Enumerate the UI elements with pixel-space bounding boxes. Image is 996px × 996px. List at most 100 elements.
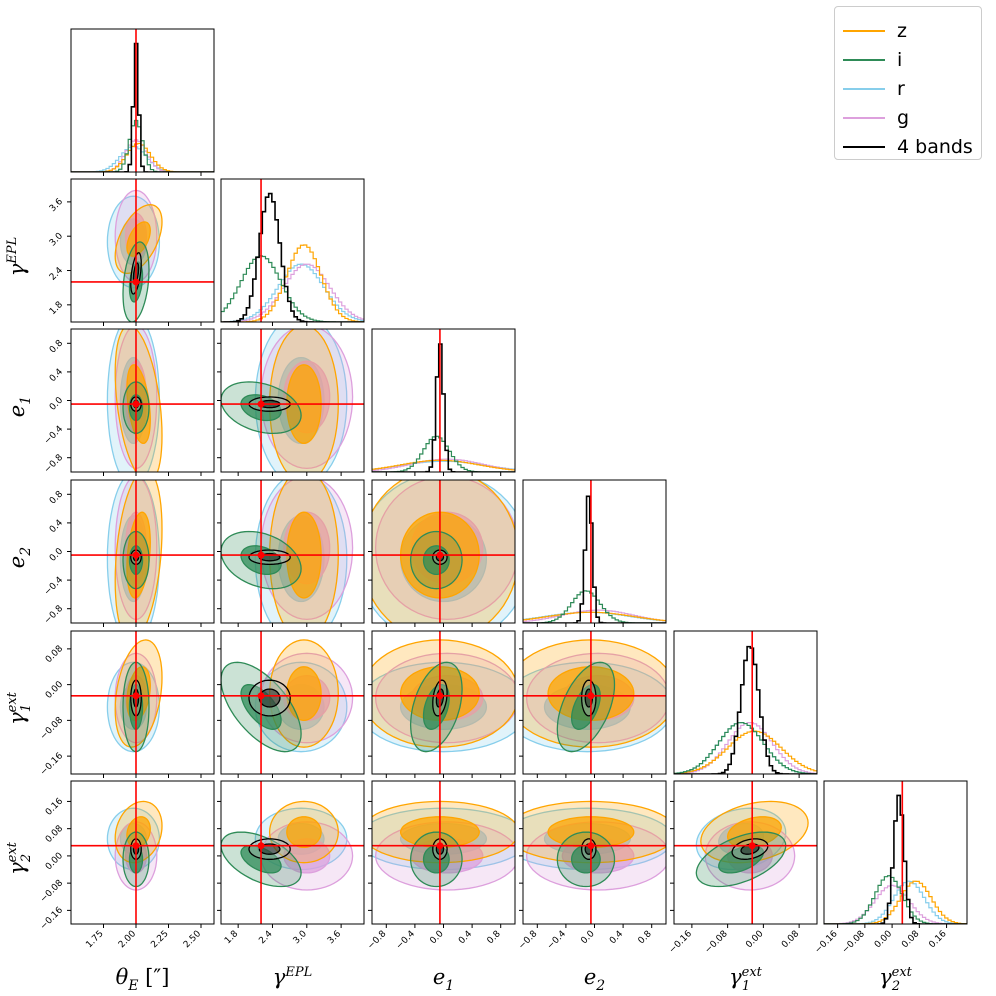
panel-content <box>71 329 214 472</box>
x-tick-label-gamma1ext: 0.08 <box>780 929 801 950</box>
y-tick-label-gammaEPL: 3.6 <box>48 197 65 214</box>
hist-z-e1 <box>372 459 515 472</box>
panel-frame <box>371 328 516 473</box>
contour-4-bands-2sigma <box>248 679 291 717</box>
panel-e2-e1 <box>368 479 516 627</box>
x-tick-label-thetaE: 2.00 <box>117 929 138 950</box>
truth-point <box>587 842 595 850</box>
hist-g-e2 <box>523 609 666 623</box>
x-tick-label-e1: −0.4 <box>394 929 417 952</box>
x-axis-label-gammaEPL: γEPL <box>273 965 312 989</box>
truth-point <box>748 842 756 850</box>
legend-label-g: g <box>897 107 910 129</box>
panel-content <box>221 179 364 322</box>
x-tick-label-e2: 0.8 <box>637 929 654 946</box>
hist-g-e1 <box>372 458 515 472</box>
legend-swatch-g <box>843 117 885 119</box>
x-axis-label-gamma2ext: γext 2 <box>879 965 913 994</box>
y-tick-label-gamma2ext: 0.16 <box>44 796 65 817</box>
hist-i-thetaE <box>71 119 214 172</box>
panel-gamma2ext-thetaE: 1.75 2.00 2.25 2.50 −0.16−0.08 0.00 0.08 0.16 <box>39 780 215 950</box>
x-tick-label-e2: 0.0 <box>579 929 596 946</box>
x-tick-label-gammaEPL: 1.8 <box>223 929 240 946</box>
x-tick-label-gamma1ext: −0.16 <box>667 929 694 956</box>
panel-content <box>674 781 817 924</box>
x-tick-label-gammaEPL: 3.0 <box>292 929 309 946</box>
panel-gamma2ext-gamma1ext: −0.16 −0.08 0.00 0.08 <box>667 780 818 956</box>
y-axis-label-gammaEPL: γEPL <box>5 237 29 276</box>
hist-z-thetaE <box>71 142 214 172</box>
legend-item-r: r <box>843 75 905 103</box>
panel-content <box>71 631 214 774</box>
panel-frame <box>673 780 818 925</box>
truth-point <box>132 842 140 850</box>
y-tick-label-gamma1ext: −0.08 <box>39 715 66 742</box>
truth-point <box>257 400 265 408</box>
hist-4-bands-thetaE <box>71 42 214 172</box>
panel-gamma2ext-gammaEPL: 1.8 2.4 3.0 3.6 <box>217 780 365 946</box>
panel-frame <box>220 630 365 775</box>
panel-gamma1ext-e1 <box>368 630 516 778</box>
panel-content <box>674 631 817 774</box>
panel-e1-thetaE: −0.8 −0.4 0.0 0.4 0.8 <box>43 328 215 476</box>
contour-4-bands-2sigma <box>731 838 769 860</box>
hist-g-gammaEPL <box>221 263 364 322</box>
legend-swatch-r <box>843 88 885 90</box>
y-axis-label-gamma2ext: γext2 <box>5 841 34 875</box>
hist-i-gamma2ext <box>824 875 967 924</box>
x-axis-label-gamma1ext: γext 1 <box>729 965 763 994</box>
y-axis-label-e2: e2 <box>5 547 34 568</box>
x-axis-label-e2: e2 <box>584 965 605 994</box>
truth-point <box>132 400 140 408</box>
y-tick-label-gamma2ext: 0.00 <box>44 851 65 872</box>
panel-content <box>221 631 364 774</box>
panel-e2-thetaE: −0.8 −0.4 0.0 0.4 0.8 <box>43 479 215 627</box>
x-tick-label-gamma2ext: 0.08 <box>900 929 921 950</box>
truth-point <box>436 692 444 700</box>
hist-r-thetaE <box>71 145 214 172</box>
y-tick-label-e2: 0.8 <box>48 489 65 506</box>
y-tick-label-gamma2ext: 0.08 <box>44 824 65 845</box>
x-tick-label-e1: −0.8 <box>366 929 389 952</box>
x-tick-label-e2: −0.4 <box>545 929 568 952</box>
y-tick-label-gamma1ext: 0.08 <box>44 644 65 665</box>
panel-content <box>221 480 364 623</box>
y-tick-label-e1: 0.0 <box>48 395 65 412</box>
panel-content <box>372 480 515 623</box>
panel-frame <box>522 479 667 624</box>
panel-content <box>372 329 515 472</box>
legend-swatch-4-bands <box>843 146 885 148</box>
hist-4-bands-gamma1ext <box>674 645 817 774</box>
panel-e1-e1 <box>371 328 516 476</box>
hist-i-gamma1ext <box>674 722 817 774</box>
y-axis-label-gamma1ext: γext1 <box>5 691 34 725</box>
panel-gamma1ext-gammaEPL <box>217 630 365 778</box>
y-tick-label-e2: 0.0 <box>48 546 65 563</box>
x-axis-label-e1: e1 <box>433 965 454 994</box>
panel-gamma2ext-e1: −0.8 −0.4 0.0 0.4 0.8 <box>366 780 516 952</box>
hist-z-gamma2ext <box>824 880 967 924</box>
y-tick-label-gamma1ext: −0.16 <box>39 751 66 778</box>
panel-gamma1ext-gamma1ext <box>673 630 818 778</box>
panel-content <box>523 480 666 623</box>
x-tick-label-gammaEPL: 2.4 <box>257 929 274 946</box>
truth-point <box>257 692 265 700</box>
panel-frame <box>70 178 215 323</box>
panel-gamma1ext-thetaE: −0.16 −0.08 0.00 0.08 <box>39 630 215 778</box>
hist-4-bands-e2 <box>523 495 666 623</box>
truth-point <box>587 692 595 700</box>
x-tick-label-thetaE: 1.75 <box>84 929 105 950</box>
panel-content <box>71 29 214 172</box>
panel-content <box>372 631 515 774</box>
legend-label-i: i <box>897 49 903 71</box>
panel-frame <box>70 630 215 775</box>
panel-e1-gammaEPL <box>217 328 365 476</box>
panel-content <box>523 631 666 774</box>
legend-label-z: z <box>897 20 907 42</box>
x-tick-label-gamma2ext: 0.00 <box>873 929 894 950</box>
panel-content <box>71 179 214 322</box>
legend-item-z: z <box>843 17 907 45</box>
x-axis-label-thetaE: θE [″] <box>116 965 170 994</box>
y-tick-label-gammaEPL: 3.0 <box>48 231 65 248</box>
